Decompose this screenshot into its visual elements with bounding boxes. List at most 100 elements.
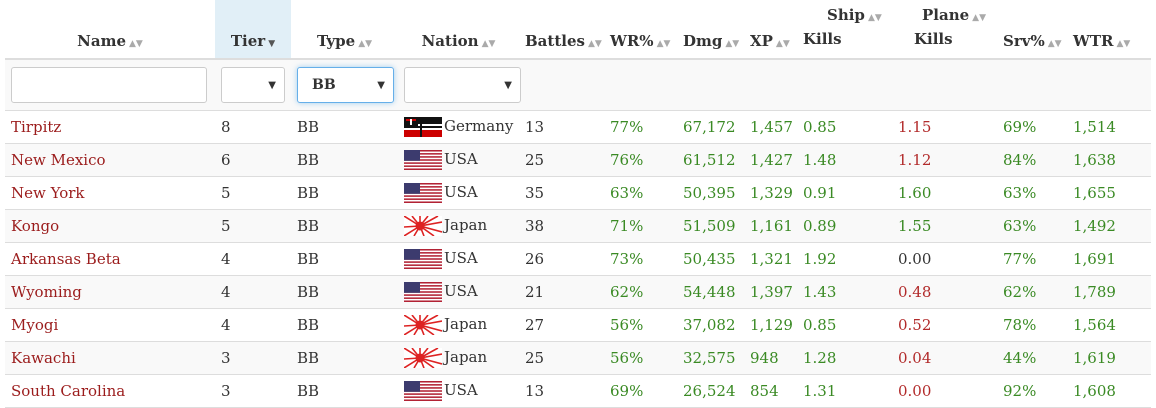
srv-cell: 69% [997, 110, 1067, 144]
dmg-cell: 67,172 [677, 110, 744, 144]
nation-cell: Japan [398, 341, 519, 375]
type-cell: BB [291, 110, 398, 144]
usa-flag-icon [404, 282, 442, 302]
nation-filter-cell: ▼ [398, 59, 521, 111]
tier-cell: 4 [215, 275, 291, 309]
column-header-battles[interactable]: Battles ▲▼ [519, 0, 604, 60]
dmg-cell: 61,512 [677, 143, 744, 177]
column-header-name[interactable]: Name ▲▼ [5, 0, 215, 60]
column-header-tier[interactable]: Tier ▼ [215, 0, 291, 60]
srv-cell: 63% [997, 176, 1067, 210]
column-header-dmg[interactable]: Dmg ▲▼ [677, 0, 744, 60]
name-filter-cell [5, 59, 215, 111]
table-row: New Mexico 6 BB USA 25 76% 61,512 1,427 1.48 1.12… [5, 143, 1151, 177]
battles-cell: 35 [519, 176, 604, 210]
nation-cell: Japan [398, 209, 519, 243]
dmg-cell: 50,395 [677, 176, 744, 210]
ship-name-link[interactable]: South Carolina [5, 374, 215, 408]
caret-down-icon: ▼ [268, 80, 276, 91]
column-header-ship-kills[interactable]: Ship ▲▼ Kills [797, 0, 892, 60]
header-label: Tier [230, 32, 266, 50]
table-row: South Carolina 3 BB USA 13 69% 26,524 854 1.31 0.… [5, 374, 1151, 408]
type-cell: BB [291, 374, 398, 408]
tier-cell: 4 [215, 308, 291, 342]
wtr-cell: 1,789 [1067, 275, 1151, 309]
wr-cell: 77% [604, 110, 677, 144]
wtr-cell: 1,608 [1067, 374, 1151, 408]
nation-filter-select[interactable]: ▼ [404, 67, 521, 103]
sort-icon: ▲▼ [867, 13, 882, 23]
header-label: WR% [610, 32, 654, 50]
caret-down-icon: ▼ [377, 80, 385, 91]
wtr-cell: 1,619 [1067, 341, 1151, 375]
usa-flag-icon [404, 183, 442, 203]
header-label: Battles [525, 32, 585, 50]
ship-kills-cell: 0.89 [797, 209, 892, 243]
nation-label: USA [444, 282, 478, 300]
ship-name-link[interactable]: Arkansas Beta [5, 242, 215, 276]
table-row: Tirpitz 8 BB Germany 13 77% 67,172 1,457 0.85 1.1… [5, 110, 1151, 144]
sort-desc-icon: ▼ [268, 39, 276, 49]
ship-name-link[interactable]: Kawachi [5, 341, 215, 375]
dmg-cell: 50,435 [677, 242, 744, 276]
battles-cell: 13 [519, 374, 604, 408]
ship-name-link[interactable]: New York [5, 176, 215, 210]
column-header-plane-kills[interactable]: Plane ▲▼ Kills [892, 0, 997, 60]
ship-kills-cell: 1.31 [797, 374, 892, 408]
column-header-nation[interactable]: Nation ▲▼ [398, 0, 519, 60]
usa-flag-icon [404, 249, 442, 269]
ship-kills-cell: 1.48 [797, 143, 892, 177]
srv-cell: 44% [997, 341, 1067, 375]
xp-cell: 1,129 [744, 308, 797, 342]
ship-kills-cell: 1.92 [797, 242, 892, 276]
column-header-xp[interactable]: XP ▲▼ [744, 0, 797, 60]
battles-cell: 27 [519, 308, 604, 342]
ship-name-link[interactable]: Myogi [5, 308, 215, 342]
nation-label: Japan [444, 216, 488, 234]
ship-name-link[interactable]: Kongo [5, 209, 215, 243]
empty-filter-cell [519, 59, 1151, 111]
nation-label: Germany [444, 117, 514, 135]
sort-icon: ▲▼ [972, 13, 986, 23]
header-label: Name [77, 32, 126, 50]
table-row: New York 5 BB USA 35 63% 50,395 1,329 0.91 1.60 63… [5, 176, 1151, 210]
japan-flag-icon [403, 215, 443, 237]
dmg-cell: 32,575 [677, 341, 744, 375]
column-header-type[interactable]: Type ▲▼ [291, 0, 398, 60]
type-cell: BB [291, 242, 398, 276]
plane-kills-cell: 1.12 [892, 143, 997, 177]
wr-cell: 62% [604, 275, 677, 309]
nation-label: USA [444, 249, 478, 267]
dmg-cell: 51,509 [677, 209, 744, 243]
ship-name-link[interactable]: New Mexico [5, 143, 215, 177]
ship-name-link[interactable]: Tirpitz [5, 110, 215, 144]
usa-flag-icon [404, 381, 442, 401]
tier-cell: 5 [215, 209, 291, 243]
tier-cell: 3 [215, 341, 291, 375]
table-row: Wyoming 4 BB USA 21 62% 54,448 1,397 1.43 0.48 62%… [5, 275, 1151, 309]
srv-cell: 92% [997, 374, 1067, 408]
column-header-wtr[interactable]: WTR ▲▼ [1067, 0, 1151, 60]
wr-cell: 63% [604, 176, 677, 210]
nation-label: USA [444, 150, 478, 168]
column-header-wr[interactable]: WR% ▲▼ [604, 0, 677, 60]
battles-cell: 25 [519, 341, 604, 375]
wr-cell: 76% [604, 143, 677, 177]
type-filter-cell: BB ▼ [291, 59, 398, 111]
name-filter-input[interactable] [11, 67, 207, 103]
type-filter-select[interactable]: BB ▼ [297, 67, 394, 103]
type-cell: BB [291, 176, 398, 210]
ship-name-link[interactable]: Wyoming [5, 275, 215, 309]
filter-row: ▼ BB ▼ ▼ [5, 59, 1151, 111]
tier-filter-select[interactable]: ▼ [221, 67, 285, 103]
sort-icon: ▲▼ [775, 39, 790, 49]
nation-cell: USA [398, 176, 519, 210]
header-label-line2: Kills [803, 30, 842, 48]
srv-cell: 84% [997, 143, 1067, 177]
battles-cell: 25 [519, 143, 604, 177]
column-header-srv[interactable]: Srv% ▲▼ [997, 0, 1067, 60]
wr-cell: 73% [604, 242, 677, 276]
header-label: Dmg [683, 32, 723, 50]
wtr-cell: 1,638 [1067, 143, 1151, 177]
